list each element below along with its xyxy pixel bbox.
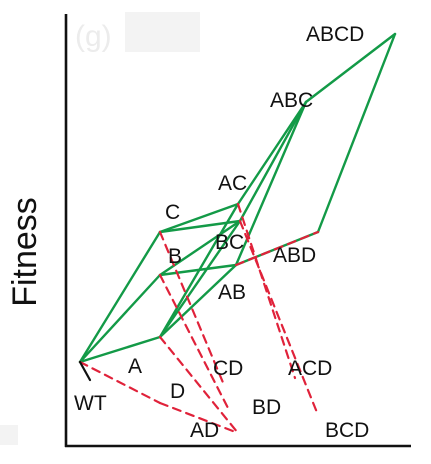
green-edge-bc-abc [238,100,308,223]
green-edge-wt-a [78,335,162,364]
red-dashed-edge-c-cd [158,230,226,387]
green-edge-group [78,32,397,364]
green-edge-wt-c [78,230,162,364]
node-label-ad: AD [190,419,219,442]
green-edge-c-ac [158,202,240,234]
green-edge-wt-b [78,273,162,364]
faint-decor-bottom-left [0,425,18,445]
node-label-bc: BC [215,231,244,254]
red-dashed-edge-bc-bcd [238,219,320,417]
red-dashed-edge-group [78,202,320,435]
faint-decor-top [125,12,200,52]
node-label-ac: AC [218,172,247,195]
green-edge-a-ab [158,263,238,339]
green-edge-ac-abc [236,100,308,206]
node-label-a: A [128,355,142,378]
panel-label: (g) [75,20,112,53]
green-edge-c-bc [158,219,242,234]
wt-edge-group [78,360,92,382]
green-edge-a-bc [158,219,242,339]
node-label-wt: WT [74,392,107,415]
green-edge-abd-abcd [316,32,397,234]
node-label-abc: ABC [270,89,313,112]
node-label-abd: ABD [273,244,316,267]
node-label-b: B [168,245,182,268]
red-dashed-edge-d-ad [158,401,240,435]
node-label-ab: AB [218,281,246,304]
green-edge-abc-abcd [304,32,397,104]
node-label-bd: BD [252,396,281,419]
red-dashed-edge-ab-abd [234,230,320,267]
red-dashed-edge-b-bd [158,273,232,414]
node-label-d: D [170,380,185,403]
node-label-abcd: ABCD [306,23,364,46]
green-edge-b-ab [158,263,238,277]
node-label-c: C [165,201,180,224]
wt-tick [78,360,92,382]
red-dashed-edge-a-ad [158,335,240,435]
red-dashed-edge-wt-d [78,360,162,405]
node-label-acd: ACD [288,357,332,380]
red-dashed-edge-ac-acd [236,202,297,380]
node-label-bcd: BCD [325,419,369,442]
node-label-cd: CD [213,357,243,380]
y-axis-label: Fitness [6,197,44,307]
